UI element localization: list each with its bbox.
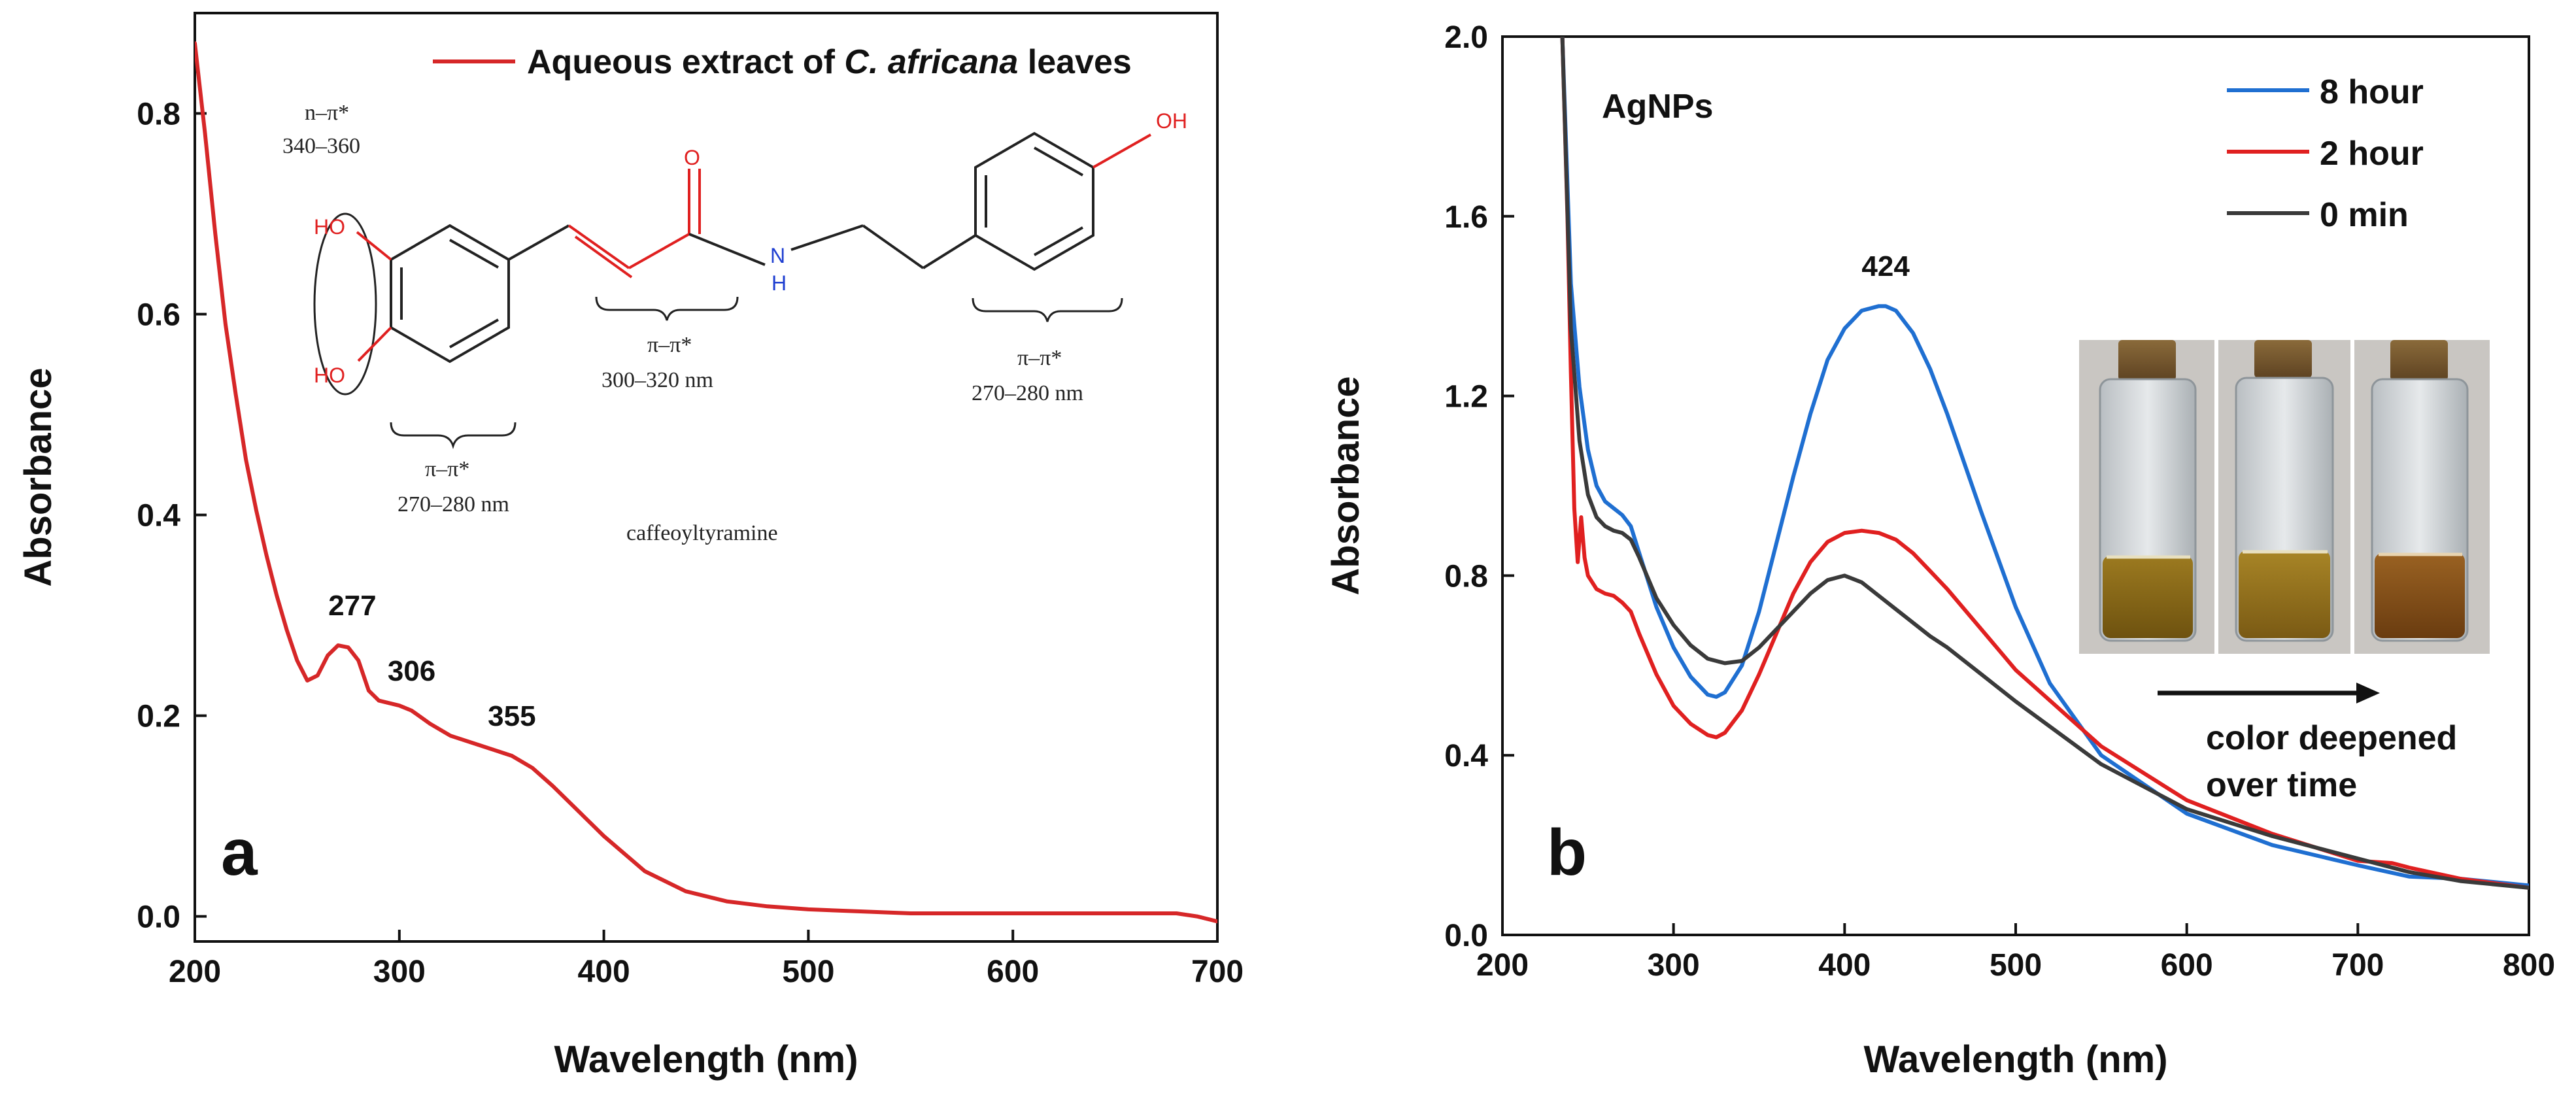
series-line-0-min [1560,37,2529,890]
peak-label-277: 277 [328,590,376,622]
legend-label-2-hour: 2 hour [2320,135,2424,173]
vial-0-min [2099,340,2197,642]
x-tick-label-b: 300 [1648,948,1700,983]
panel-a-label: a [221,816,258,889]
y-axis-label-a: Absorbance [17,367,59,586]
caffeoyltyramine-structure: HO HO O N H OH n–π* 340–360 [282,101,1187,545]
brace-ring-2 [972,297,1123,322]
y-tick-label-a: 0.6 [137,298,180,333]
ring-2-double-bond [1034,226,1083,256]
bond-ring-chain [508,224,569,261]
series-line-2-hour [1560,37,2529,890]
annotation-ring1-line2: 270–280 nm [398,492,509,517]
y-tick-label-a: 0.4 [137,499,180,534]
panel-a-legend: Aqueous extract of C. africana leaves [433,43,1132,81]
x-axis-label-b: Wavelength (nm) [1863,1038,2167,1081]
x-tick-label-b: 700 [2331,948,2384,983]
y-tick-label-a: 0.2 [137,700,180,734]
bond-alkene-carbonyl [628,233,690,269]
x-tick-label-a: 700 [1191,955,1244,989]
legend-label-8-hour: 8 hour [2320,73,2424,111]
peak-label-424: 424 [1861,250,1910,282]
y-tick-label-b: 0.8 [1444,559,1488,594]
brace-alkene [595,296,739,321]
x-tick-label-a: 300 [373,955,426,989]
x-tick-label-a: 200 [169,955,221,989]
x-tick-label-b: 600 [2161,948,2213,983]
atom-o-carbonyl: O [684,146,700,169]
panel-b-axes: 200 300 400 500 600 700 800 0.0 0.4 0.8 1.2 1.6 2.0 W… [1325,20,2555,1081]
x-tick-label-a: 400 [578,955,630,989]
peak-label-355: 355 [488,700,535,732]
panel-b-label: b [1547,816,1587,889]
bond-c-o-phenol [1093,133,1151,169]
x-tick-label-b: 800 [2503,948,2555,983]
annotation-alkene-line1: π–π* [647,333,692,357]
bond-ch2-ch2 [862,224,924,269]
series-line-8-hour [1560,37,2529,888]
legend-label-0-min: 0 min [2320,196,2409,234]
panel-b-series: 424 [1560,37,2529,890]
peak-label-306: 306 [388,655,435,687]
y-tick-label-a: 0.8 [137,97,180,132]
y-tick-label-b: 0.4 [1444,739,1488,773]
atom-ho-lower: HO [314,364,345,387]
photo-caption-line1: color deepened [2206,719,2457,757]
series-line-aqueous-extract-of-c-africana-leaves [195,41,1217,924]
panel-b-legend: 8 hour 2 hour 0 min [2227,73,2424,234]
panel-b: 200 300 400 500 600 700 800 0.0 0.4 0.8 1.2 1.6 2.0 W… [1325,20,2555,1081]
panel-b-title: AgNPs [1602,88,1713,126]
x-tick-label-a: 600 [987,955,1039,989]
x-axis-label-a: Wavelength (nm) [554,1038,858,1081]
catechol-highlight-ellipse [313,212,377,396]
bond-n-ch2 [790,224,864,251]
brace-ring-1 [390,422,517,450]
ring-1-double-bond [449,318,499,348]
x-tick-label-a: 500 [782,955,834,989]
bond-alkene-double [574,235,633,279]
x-tick-label-b: 400 [1818,948,1871,983]
y-tick-label-b: 2.0 [1444,20,1488,55]
bond-c-o-upper [356,231,392,261]
atom-n: N [770,244,785,267]
bond-alkene [568,224,630,269]
x-tick-label-b: 200 [1476,948,1529,983]
annotation-n-pi-line1: n–π* [305,101,349,125]
atom-oh-phenol: OH [1156,109,1187,133]
annotation-alkene-line2: 300–320 nm [602,368,713,392]
annotation-ring2-line1: π–π* [1017,346,1062,370]
legend-label-extract: Aqueous extract of C. africana leaves [527,43,1132,81]
atom-ho-upper: HO [314,215,345,239]
atom-h: H [771,271,787,295]
ring-2-double-bond [1034,146,1083,177]
annotation-ring1-line1: π–π* [425,457,469,481]
y-tick-label-b: 1.2 [1444,380,1488,415]
plot-frame-a [194,12,1219,943]
compound-name: caffeoyltyramine [626,521,778,545]
annotation-ring2-line2: 270–280 nm [972,381,1083,405]
benzene-ring-2 [974,131,1094,271]
y-axis-label-b: Absorbance [1325,376,1367,595]
time-arrow-head [2356,683,2380,703]
benzene-ring-1 [390,224,510,364]
y-tick-label-a: 0.0 [137,900,180,935]
vial-8-hour [2371,340,2469,642]
bond-ch2-ring [922,234,977,269]
bond-c-o-lower [357,326,392,362]
panel-a-axes: 200 300 400 500 600 700 0.0 0.2 0.4 0.6 0.8 Wavelen… [17,12,1244,1081]
vial-2-hour [2235,340,2334,642]
x-tick-label-b: 500 [1990,948,2042,983]
y-tick-label-b: 1.6 [1444,200,1488,235]
vial-photo-inset [2079,340,2490,654]
y-tick-label-b: 0.0 [1444,919,1488,953]
photo-caption-line2: over time [2206,766,2357,804]
bond-c-n [688,233,766,266]
panel-a: 200 300 400 500 600 700 0.0 0.2 0.4 0.6 0.8 Wavelen… [17,12,1244,1081]
annotation-n-pi-line2: 340–360 [282,134,360,158]
ring-1-double-bond [449,239,499,269]
panel-a-series: 277 306 355 [195,41,1217,924]
